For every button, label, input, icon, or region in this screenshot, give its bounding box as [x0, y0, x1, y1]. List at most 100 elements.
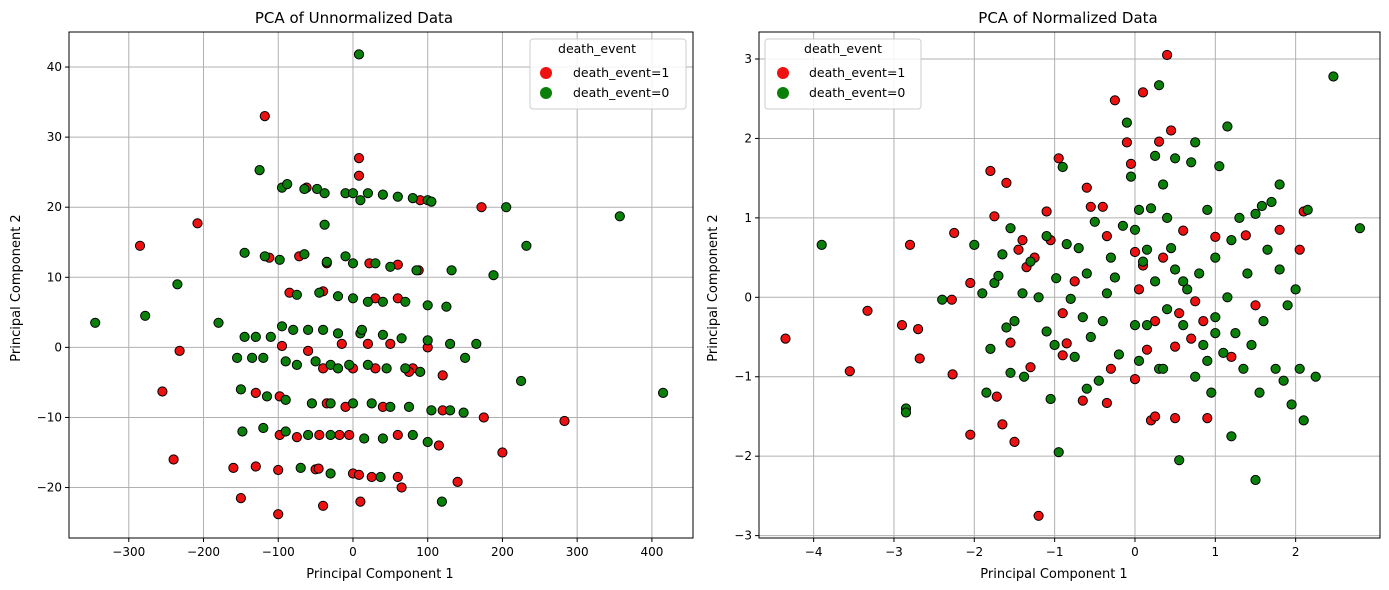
plot-frame — [758, 31, 1381, 539]
data-point-death-1 — [235, 493, 246, 504]
data-point-death-1 — [1009, 436, 1020, 447]
x-tick-label: 0 — [1131, 545, 1139, 559]
y-tick-label: −1 — [734, 370, 752, 384]
data-point-death-0 — [347, 188, 359, 199]
data-point-death-1 — [353, 153, 365, 164]
data-point-death-1 — [844, 366, 855, 377]
data-point-death-1 — [1274, 224, 1285, 235]
x-tick-label: 300 — [566, 545, 589, 559]
data-point-death-0 — [1137, 256, 1149, 267]
data-point-death-0 — [370, 258, 381, 269]
data-point-death-0 — [280, 426, 291, 437]
data-point-death-1 — [303, 345, 314, 356]
data-point-death-0 — [1133, 355, 1145, 366]
tick-labels: −4 −3 −2 −1 0 1 2 −3 −2 −1 0 1 2 3 — [734, 52, 1299, 559]
data-point-death-0 — [1081, 268, 1092, 279]
data-point-death-1 — [396, 482, 407, 493]
data-point-death-1 — [1125, 158, 1137, 169]
data-point-death-1 — [1097, 201, 1108, 212]
legend-box — [764, 38, 922, 110]
data-point-death-0 — [1019, 371, 1030, 382]
data-point-death-0 — [977, 288, 988, 299]
data-point-death-0 — [1222, 121, 1233, 132]
data-point-death-0 — [362, 188, 373, 199]
data-point-death-0 — [319, 219, 330, 230]
data-point-death-0 — [1129, 320, 1141, 331]
data-point-death-0 — [310, 356, 321, 367]
data-point-death-0 — [1222, 292, 1233, 303]
data-point-death-1 — [385, 338, 396, 349]
data-point-death-0 — [1250, 208, 1261, 219]
data-point-death-1 — [1202, 413, 1213, 424]
data-point-death-0 — [1214, 161, 1225, 172]
data-point-death-0 — [969, 239, 980, 250]
data-point-death-0 — [381, 363, 392, 374]
y-tick-label: 1 — [744, 211, 752, 225]
legend-box — [529, 38, 687, 110]
data-point-death-0 — [1286, 399, 1297, 410]
legend-label-death-1: death_event=1 — [573, 65, 669, 80]
y-tick-label: 0 — [744, 290, 752, 304]
data-point-death-1 — [965, 277, 976, 289]
data-point-death-0 — [1274, 264, 1285, 275]
x-tick-label: −300 — [112, 545, 145, 559]
data-point-death-0 — [981, 387, 992, 398]
data-point-death-0 — [303, 429, 314, 441]
data-point-death-0 — [436, 496, 447, 507]
data-point-death-0 — [377, 189, 388, 200]
data-point-death-0 — [314, 287, 325, 298]
data-point-death-1 — [1170, 413, 1181, 424]
data-point-death-0 — [332, 328, 344, 339]
data-point-death-0 — [1170, 264, 1181, 275]
data-point-death-0 — [1158, 363, 1169, 374]
data-point-death-0 — [1045, 393, 1056, 405]
data-point-death-0 — [415, 366, 426, 377]
data-point-death-1 — [913, 324, 924, 335]
data-point-death-0 — [232, 352, 243, 363]
data-point-death-1 — [366, 471, 377, 483]
plot-frame — [68, 31, 694, 539]
data-point-death-0 — [993, 270, 1004, 281]
data-point-death-0 — [1170, 153, 1181, 164]
data-point-death-0 — [347, 398, 359, 409]
data-point-death-0 — [1190, 371, 1201, 382]
data-point-death-1 — [291, 432, 302, 443]
data-point-death-0 — [280, 394, 291, 405]
data-point-death-1 — [1174, 308, 1185, 319]
data-point-death-1 — [1033, 510, 1044, 521]
data-point-death-1 — [1158, 252, 1169, 263]
data-point-death-0 — [299, 249, 310, 260]
data-point-death-0 — [347, 293, 359, 304]
data-point-death-1 — [1240, 230, 1251, 241]
data-point-death-1 — [1190, 296, 1201, 307]
y-axis-label: Principal Component 2 — [9, 214, 24, 361]
data-point-death-0 — [1097, 316, 1108, 327]
data-point-death-0 — [1294, 363, 1305, 374]
data-point-death-1 — [904, 239, 916, 250]
data-point-death-1 — [1250, 300, 1261, 311]
data-point-death-1 — [1077, 395, 1088, 406]
data-point-death-1 — [946, 294, 957, 305]
data-point-death-0 — [312, 183, 323, 195]
legend-label-death-0: death_event=0 — [809, 85, 905, 100]
data-point-death-1 — [1162, 49, 1173, 61]
data-point-death-0 — [140, 310, 151, 321]
data-point-death-0 — [1009, 316, 1020, 327]
data-point-death-0 — [90, 317, 101, 328]
data-point-death-1 — [276, 340, 288, 352]
data-point-death-0 — [1186, 157, 1197, 168]
data-point-death-0 — [1141, 320, 1153, 331]
y-tick-label: 10 — [47, 270, 62, 284]
data-point-death-1 — [1085, 201, 1096, 212]
data-point-death-0 — [1073, 243, 1084, 254]
data-point-death-0 — [1282, 300, 1293, 311]
data-point-death-0 — [1133, 204, 1145, 215]
data-point-death-0 — [900, 407, 912, 418]
data-point-death-0 — [347, 258, 359, 269]
data-point-death-0 — [445, 405, 456, 416]
data-point-death-0 — [1162, 304, 1173, 315]
data-point-death-0 — [1113, 349, 1125, 360]
data-point-death-0 — [254, 165, 265, 176]
data-point-death-0 — [375, 471, 386, 483]
data-point-death-0 — [259, 251, 270, 262]
